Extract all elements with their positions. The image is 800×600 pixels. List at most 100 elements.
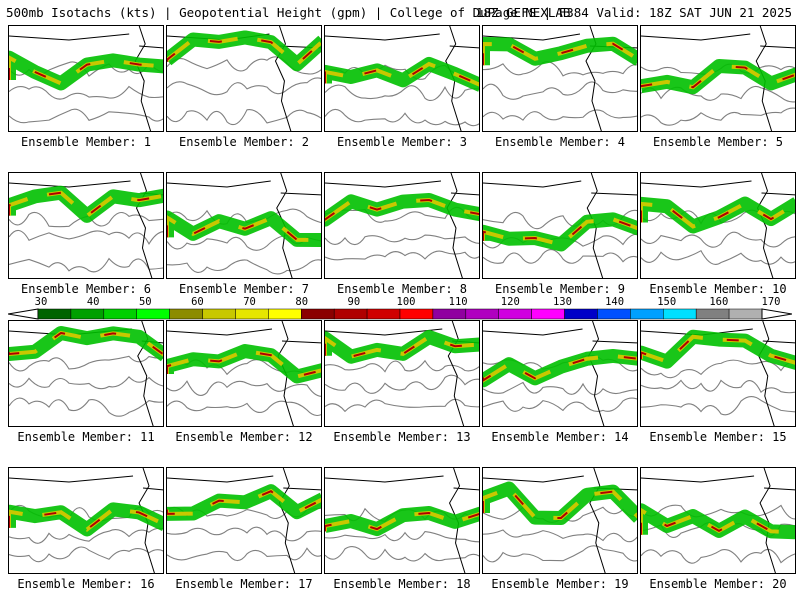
jet-core-80kt <box>9 331 163 356</box>
jet-core-80kt <box>325 511 479 532</box>
colorbar-tick-label: 60 <box>191 296 204 308</box>
height-contour <box>9 229 163 245</box>
height-contour <box>9 257 163 273</box>
colorbar-tick-label: 170 <box>761 296 781 308</box>
colorbar-tick-label: 50 <box>138 296 152 308</box>
map-graphic <box>483 468 637 573</box>
map-graphic <box>167 468 321 573</box>
jet-band-60kt <box>9 507 163 532</box>
panel-label: Ensemble Member: 14 <box>491 430 629 444</box>
height-contour <box>325 359 479 373</box>
map-graphic <box>641 173 795 278</box>
height-contour <box>483 61 637 77</box>
ensemble-map-20 <box>640 467 796 574</box>
height-contour <box>167 56 321 75</box>
colorbar-tick-label: 160 <box>709 296 729 308</box>
colorbar-tick-label: 100 <box>396 296 416 308</box>
height-contour <box>641 396 795 416</box>
jet-band-30kt <box>641 196 795 234</box>
jet-core-80kt <box>167 216 321 241</box>
map-graphic <box>483 321 637 426</box>
colorbar <box>8 308 792 320</box>
height-contour <box>325 234 479 246</box>
colorbar-swatch <box>663 308 697 320</box>
map-graphic <box>9 321 163 426</box>
height-contour <box>483 81 637 100</box>
colorbar-swatch <box>37 308 72 320</box>
ensemble-map-4 <box>482 25 638 132</box>
panel-label: Ensemble Member: 9 <box>494 282 626 296</box>
colorbar-swatch <box>531 308 565 320</box>
run-valid-time: 18Z GEFS | F384 Valid: 18Z SAT JUN 21 20… <box>475 5 792 20</box>
map-graphic <box>167 173 321 278</box>
height-contour <box>167 380 321 397</box>
colorbar-swatch <box>136 308 170 320</box>
jet-band-60kt <box>325 61 479 87</box>
ensemble-map-18 <box>324 467 480 574</box>
height-contour <box>483 397 637 412</box>
ensemble-map-9 <box>482 172 638 279</box>
height-contour <box>483 545 637 563</box>
jet-core-80kt <box>167 490 321 515</box>
colorbar-tick-label: 30 <box>34 296 48 308</box>
jet-core-80kt <box>325 198 479 221</box>
height-contour <box>641 359 795 379</box>
height-contour <box>167 259 321 275</box>
ensemble-map-6 <box>8 172 164 279</box>
height-contour <box>641 379 795 394</box>
height-contour <box>325 250 479 261</box>
panel-label: Ensemble Member: 8 <box>336 282 468 296</box>
height-contour <box>9 397 163 417</box>
coastline <box>167 468 321 573</box>
coastline <box>325 173 479 278</box>
height-contour <box>167 547 321 562</box>
map-graphic <box>641 468 795 573</box>
colorbar-arrow-right <box>761 308 792 320</box>
coastline <box>9 173 163 278</box>
jet-core-80kt <box>9 56 163 85</box>
height-contour <box>641 85 795 103</box>
coastline <box>483 321 637 426</box>
ensemble-map-12 <box>166 320 322 427</box>
height-contour <box>325 84 479 101</box>
jet-core-80kt <box>325 335 479 358</box>
height-contour <box>641 231 795 248</box>
height-contour <box>9 527 163 544</box>
map-graphic <box>641 26 795 131</box>
jet-band-60kt <box>9 190 163 219</box>
map-graphic <box>483 26 637 131</box>
ensemble-map-1 <box>8 25 164 132</box>
colorbar-tick-label: 150 <box>657 296 677 308</box>
map-graphic <box>9 173 163 278</box>
panel-label: Ensemble Member: 13 <box>333 430 471 444</box>
ensemble-map-2 <box>166 25 322 132</box>
colorbar-swatch <box>366 308 401 320</box>
jet-band-30kt <box>483 212 637 252</box>
ensemble-map-10 <box>640 172 796 279</box>
ensemble-map-15 <box>640 320 796 427</box>
colorbar-swatch <box>498 308 532 320</box>
panel-label: Ensemble Member: 6 <box>20 282 152 296</box>
ensemble-map-5 <box>640 25 796 132</box>
colorbar-tick-label: 130 <box>552 296 572 308</box>
height-contour <box>641 107 795 126</box>
height-contour <box>641 504 795 520</box>
panel-label: Ensemble Member: 4 <box>494 135 626 149</box>
map-graphic <box>483 173 637 278</box>
coastline <box>325 468 479 573</box>
colorbar-swatch <box>564 308 598 320</box>
colorbar-tick-label: 90 <box>347 296 361 308</box>
colorbar-tick-label: 40 <box>86 296 100 308</box>
colorbar-swatch <box>728 308 763 320</box>
height-contour <box>167 526 321 542</box>
jet-core-80kt <box>483 354 637 382</box>
map-graphic <box>641 321 795 426</box>
ensemble-map-7 <box>166 172 322 279</box>
height-contour <box>9 376 163 390</box>
ensemble-map-11 <box>8 320 164 427</box>
colorbar-arrow-left <box>8 308 39 320</box>
map-graphic <box>9 26 163 131</box>
map-title: 500mb Isotachs (kts) | Geopotential Heig… <box>6 5 571 20</box>
colorbar-swatch <box>695 308 730 320</box>
colorbar-tick-label: 110 <box>448 296 468 308</box>
